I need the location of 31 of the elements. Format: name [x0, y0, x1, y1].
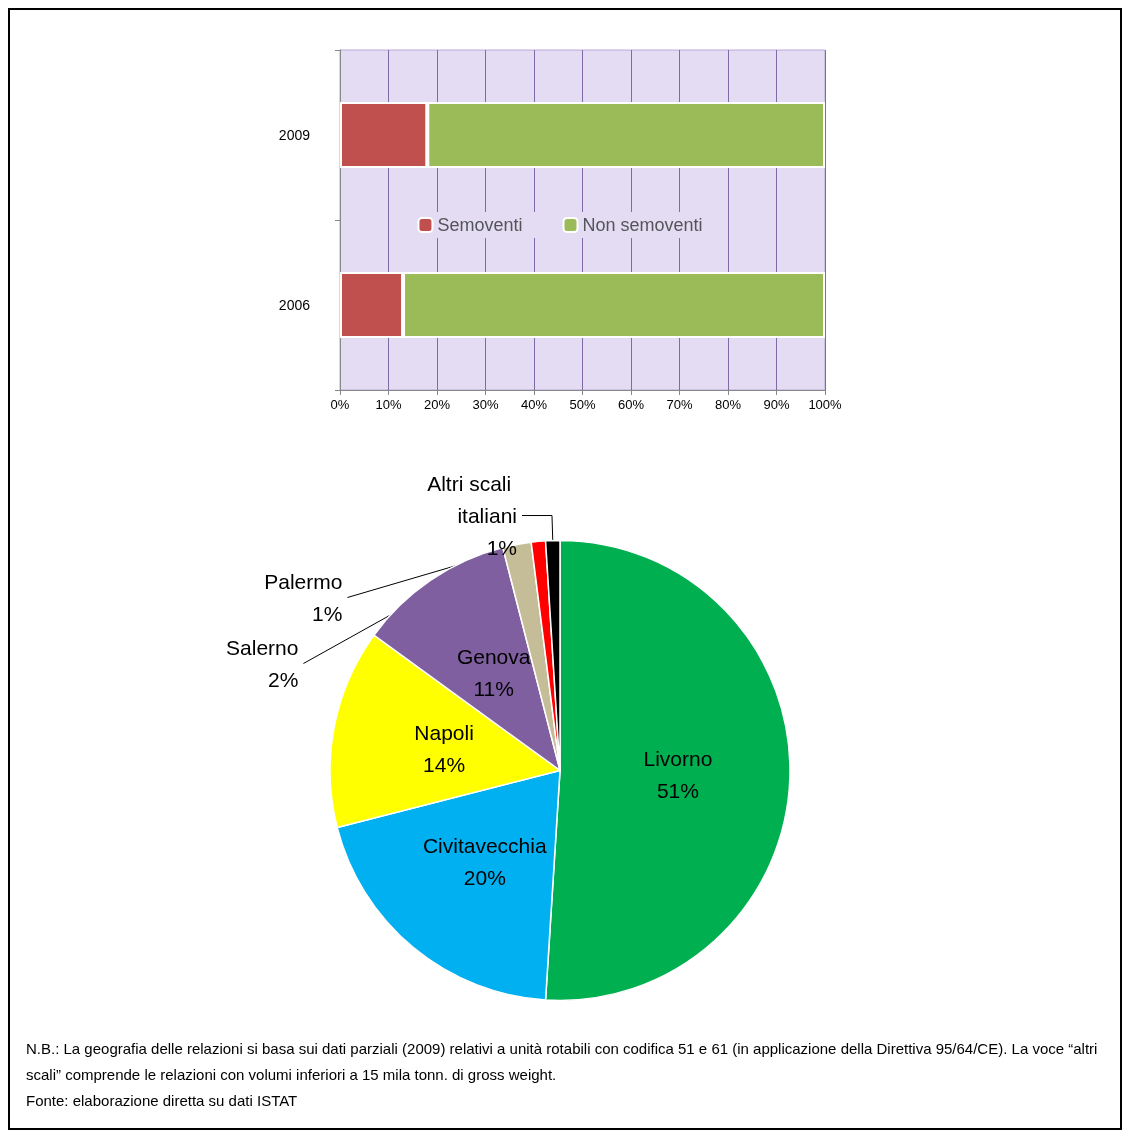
x-tick-label: 80%: [714, 397, 742, 412]
data-label: 51%: [656, 778, 699, 802]
text: N.B.: La geografia delle relazioni si basa sui dati parziali (2009) relativi a unità rotabili con codifica 51 e 61 (in applicazione della Direttiva 95/64/CE). La voce “altri scali” comprende le relazioni con volumi inferiori a 15 mila tonn. di gross weight.: [26, 1039, 1099, 1085]
source-note: Fonte: elaborazione diretta su dati ISTAT: [26, 1091, 299, 1111]
slice-label: Salerno: [226, 636, 299, 660]
x-tick-label: 70%: [666, 397, 693, 412]
data-label: 2%: [268, 668, 299, 692]
slice-label: Civitavecchia: [422, 833, 547, 857]
legend-label: Non semoventi: [582, 215, 703, 235]
data-label: 1%: [312, 602, 343, 626]
data-label: 20%: [463, 865, 506, 889]
x-tick-label: 60%: [617, 397, 645, 412]
slice-label: Napoli: [414, 720, 474, 744]
legend-label: Semoventi: [437, 215, 523, 235]
slice-label: Altri scali italiani: [427, 472, 517, 528]
x-tick-label: 100%: [808, 397, 843, 412]
slice-label: Livorno: [643, 746, 713, 770]
y-tick-label: 2006: [278, 297, 311, 313]
data-label: 11%: [473, 677, 514, 701]
x-tick-label: 10%: [375, 397, 402, 412]
x-tick-label: 50%: [569, 397, 596, 412]
x-tick-label: 0%: [330, 397, 350, 412]
x-tick-label: 20%: [423, 397, 451, 412]
x-tick-label: 90%: [763, 397, 790, 412]
data-label: 14%: [423, 752, 466, 776]
x-tick-label: 40%: [520, 397, 548, 412]
y-tick-label: 2009: [278, 127, 311, 143]
x-tick-label: 30%: [472, 397, 499, 412]
slice-label: Palermo: [264, 570, 343, 594]
slice-label: Genova: [456, 645, 531, 669]
data-label: 1%: [486, 536, 517, 560]
